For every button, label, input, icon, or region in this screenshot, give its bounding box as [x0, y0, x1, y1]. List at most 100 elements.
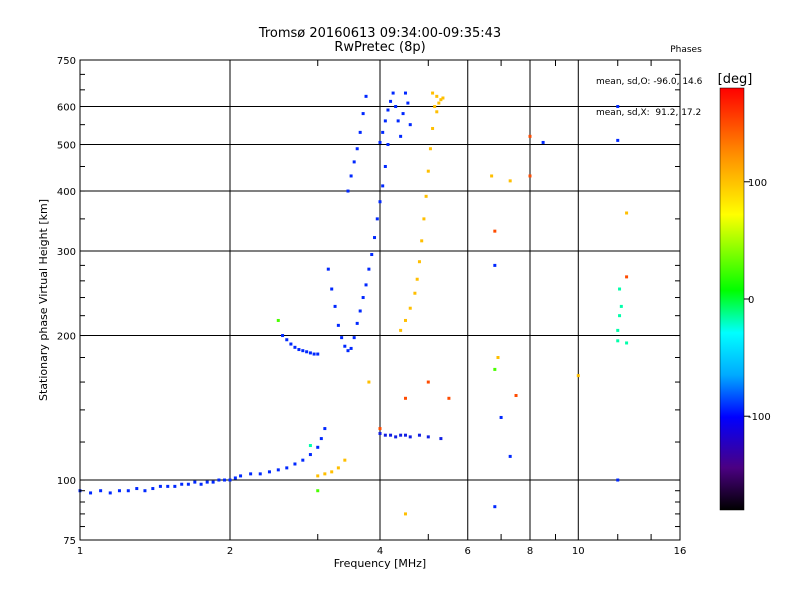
- data-point: [386, 143, 390, 147]
- data-point: [399, 328, 403, 332]
- chart-title: Tromsø 20160613 09:34:00-09:35:43: [258, 26, 502, 41]
- x-axis-ticks: 1 2 4 6 8 10 16: [77, 60, 686, 557]
- data-point: [285, 338, 289, 342]
- data-point: [346, 189, 350, 193]
- data-point: [431, 91, 435, 95]
- data-point: [576, 374, 580, 378]
- data-point: [493, 263, 497, 267]
- data-point: [326, 267, 330, 271]
- y-tick-label: 500: [57, 141, 76, 152]
- data-point: [180, 482, 184, 486]
- data-point: [616, 105, 620, 109]
- data-point: [619, 304, 623, 308]
- data-point: [406, 101, 410, 105]
- data-point: [223, 478, 227, 482]
- data-point: [151, 487, 155, 491]
- y-tick-label: 100: [57, 476, 76, 487]
- data-point: [370, 253, 374, 257]
- data-point: [428, 147, 432, 151]
- data-point: [316, 445, 320, 449]
- data-point: [413, 291, 417, 295]
- data-point: [323, 427, 327, 431]
- data-point: [399, 134, 403, 138]
- x-axis-label: Frequency [MHz]: [334, 557, 426, 570]
- data-point: [403, 512, 407, 516]
- y-tick-label: 750: [57, 56, 76, 67]
- data-point: [108, 491, 112, 495]
- data-point: [186, 482, 190, 486]
- data-point: [352, 160, 356, 164]
- y-tick-label: 400: [57, 187, 76, 198]
- data-point: [408, 123, 412, 127]
- data-point: [508, 179, 512, 183]
- data-point: [312, 352, 316, 356]
- phase-statistics-x: mean, sd,X: 91.2, 17.2: [596, 108, 702, 118]
- data-point: [435, 110, 439, 114]
- data-point: [276, 318, 280, 322]
- data-point: [316, 352, 320, 356]
- data-point: [305, 350, 309, 354]
- data-point: [267, 470, 271, 474]
- data-point: [319, 437, 323, 441]
- data-point: [173, 484, 177, 488]
- data-point: [383, 119, 387, 123]
- data-point: [394, 105, 398, 109]
- data-point: [618, 287, 622, 291]
- data-point: [383, 164, 387, 168]
- data-point: [493, 505, 497, 509]
- colorbar-tick-label: 100: [748, 178, 767, 189]
- data-point: [217, 478, 221, 482]
- data-point: [166, 484, 170, 488]
- data-point: [117, 489, 121, 493]
- data-point: [616, 339, 620, 343]
- data-point: [285, 466, 289, 470]
- data-point: [433, 105, 437, 109]
- y-tick-label: 300: [57, 247, 76, 258]
- data-point: [378, 140, 382, 144]
- colorbar: [719, 87, 745, 511]
- y-tick-label: 75: [63, 536, 76, 547]
- data-point: [373, 236, 377, 240]
- data-point: [616, 478, 620, 482]
- data-point: [364, 94, 368, 98]
- data-point: [135, 487, 139, 491]
- data-point: [330, 470, 334, 474]
- data-point: [343, 344, 347, 348]
- data-point: [389, 433, 393, 437]
- data-point: [258, 472, 262, 476]
- data-point: [381, 184, 385, 188]
- data-point: [403, 318, 407, 322]
- data-point: [528, 134, 532, 138]
- data-point: [437, 101, 441, 105]
- x-tick-label: 1: [77, 546, 83, 557]
- data-point: [193, 480, 197, 484]
- phase-statistics-o: mean, sd,O: -96.0, 14.6: [596, 76, 703, 87]
- data-point: [308, 453, 312, 457]
- data-point: [420, 239, 424, 243]
- data-point: [301, 349, 305, 353]
- colorbar-tick-label: 0: [748, 295, 754, 306]
- data-point: [323, 472, 327, 476]
- data-point: [349, 174, 353, 178]
- data-point: [316, 474, 320, 478]
- data-point: [89, 491, 93, 495]
- x-tick-label: 8: [527, 546, 533, 557]
- data-point: [364, 283, 368, 287]
- data-point: [415, 277, 419, 281]
- data-point: [346, 349, 350, 353]
- data-point: [490, 174, 494, 178]
- data-point: [616, 138, 620, 142]
- data-point: [355, 147, 359, 151]
- phase-statistics: Phases mean, sd,O: -96.0, 14.6 mean, sd,…: [596, 24, 766, 129]
- x-tick-label: 10: [572, 546, 585, 557]
- data-point: [426, 435, 430, 439]
- data-point: [126, 489, 130, 493]
- chart-subtitle: RwPretec (8p): [334, 40, 426, 55]
- data-point: [403, 433, 407, 437]
- y-axis-ticks: 75 100 200 300 400 500 600 750: [57, 56, 680, 547]
- data-point: [417, 433, 421, 437]
- data-point: [541, 140, 545, 144]
- data-point: [431, 126, 435, 130]
- data-point: [408, 306, 412, 310]
